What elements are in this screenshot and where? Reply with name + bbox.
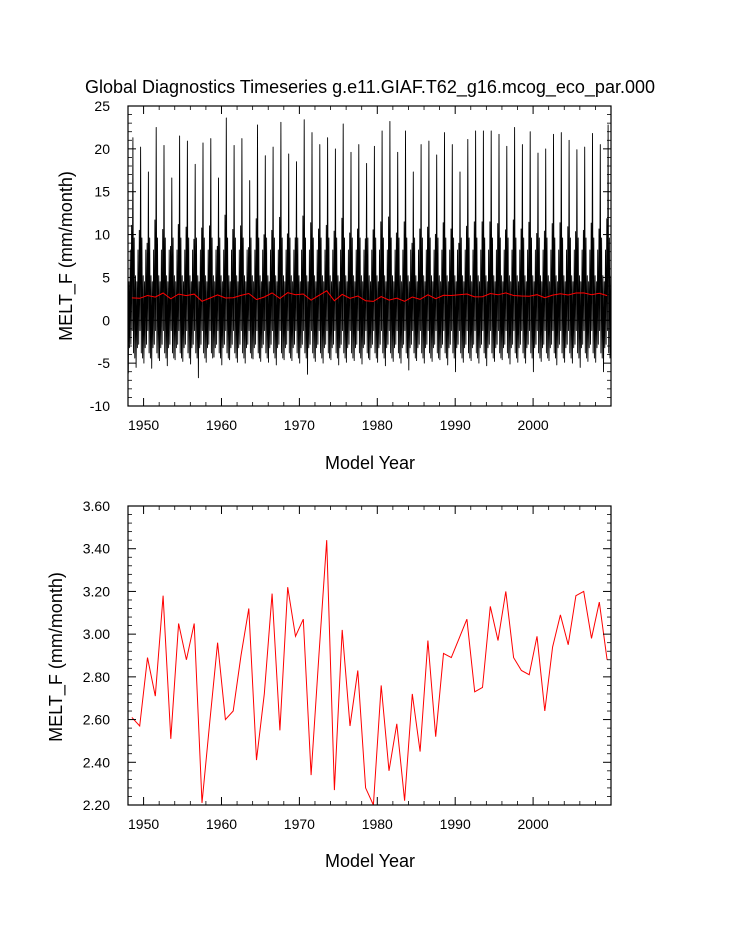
top-y-tick-label: 10: [94, 227, 110, 243]
top-y-tick-label: 0: [102, 312, 110, 328]
top-x-tick-label: 1990: [440, 417, 471, 433]
top-plot-frame: [127, 105, 612, 407]
bottom-y-tick-label: 3.00: [83, 626, 110, 642]
bottom-series-annual-mean-line: [131, 540, 608, 806]
top-y-tick-label: -5: [98, 355, 111, 371]
bottom-x-tick-label: 1960: [206, 816, 237, 832]
top-y-tick-label: 25: [94, 98, 110, 114]
bottom-y-axis-label: MELT_F (mm/month): [46, 572, 67, 742]
top-x-tick-label: 1970: [284, 417, 315, 433]
top-series-monthly-line: [127, 117, 612, 379]
bottom-x-tick-label: 1990: [440, 816, 471, 832]
chart-title: Global Diagnostics Timeseries g.e11.GIAF…: [85, 77, 655, 98]
bottom-plot-frame: [127, 505, 612, 806]
top-y-tick-label: 15: [94, 184, 110, 200]
top-y-axis-label: MELT_F (mm/month): [56, 171, 77, 341]
bottom-panel: 1950 1960 1970 1980 1990 2000 2.20 2.40 2.60 2.80…: [46, 498, 612, 871]
bottom-y-tick-label: 2.60: [83, 712, 110, 728]
bottom-y-tick-label: 3.40: [83, 541, 110, 557]
bottom-x-tick-label: 1980: [362, 816, 393, 832]
bottom-x-tick-label: 1950: [128, 816, 159, 832]
bottom-y-tick-label: 2.20: [83, 797, 110, 813]
top-x-axis-label: Model Year: [325, 453, 415, 473]
top-y-tick-label: 20: [94, 141, 110, 157]
top-x-tick-label: 1980: [362, 417, 393, 433]
bottom-y-tick-label: 3.20: [83, 583, 110, 599]
bottom-y-tick-label: 2.40: [83, 754, 110, 770]
bottom-plot-area: 1950 1960 1970 1980 1990 2000 2.20 2.40 2.60 2.80…: [83, 498, 612, 832]
bottom-y-tick-label: 3.60: [83, 498, 110, 514]
top-x-tick-label: 2000: [518, 417, 549, 433]
top-x-tick-label: 1950: [128, 417, 159, 433]
bottom-x-tick-label: 2000: [518, 816, 549, 832]
top-x-tick-label: 1960: [206, 417, 237, 433]
bottom-x-tick-label: 1970: [284, 816, 315, 832]
top-panel: Global Diagnostics Timeseries g.e11.GIAF…: [56, 77, 655, 473]
bottom-x-axis-label: Model Year: [325, 851, 415, 871]
top-y-tick-label: 5: [102, 269, 110, 285]
top-y-tick-label: -10: [90, 398, 110, 414]
bottom-y-tick-label: 2.80: [83, 669, 110, 685]
top-series-annual-mean-line: [131, 290, 608, 302]
top-plot-area: 1950 1960 1970 1980 1990 2000 -10 -5 0 5 10 15 20 25: [90, 98, 612, 433]
